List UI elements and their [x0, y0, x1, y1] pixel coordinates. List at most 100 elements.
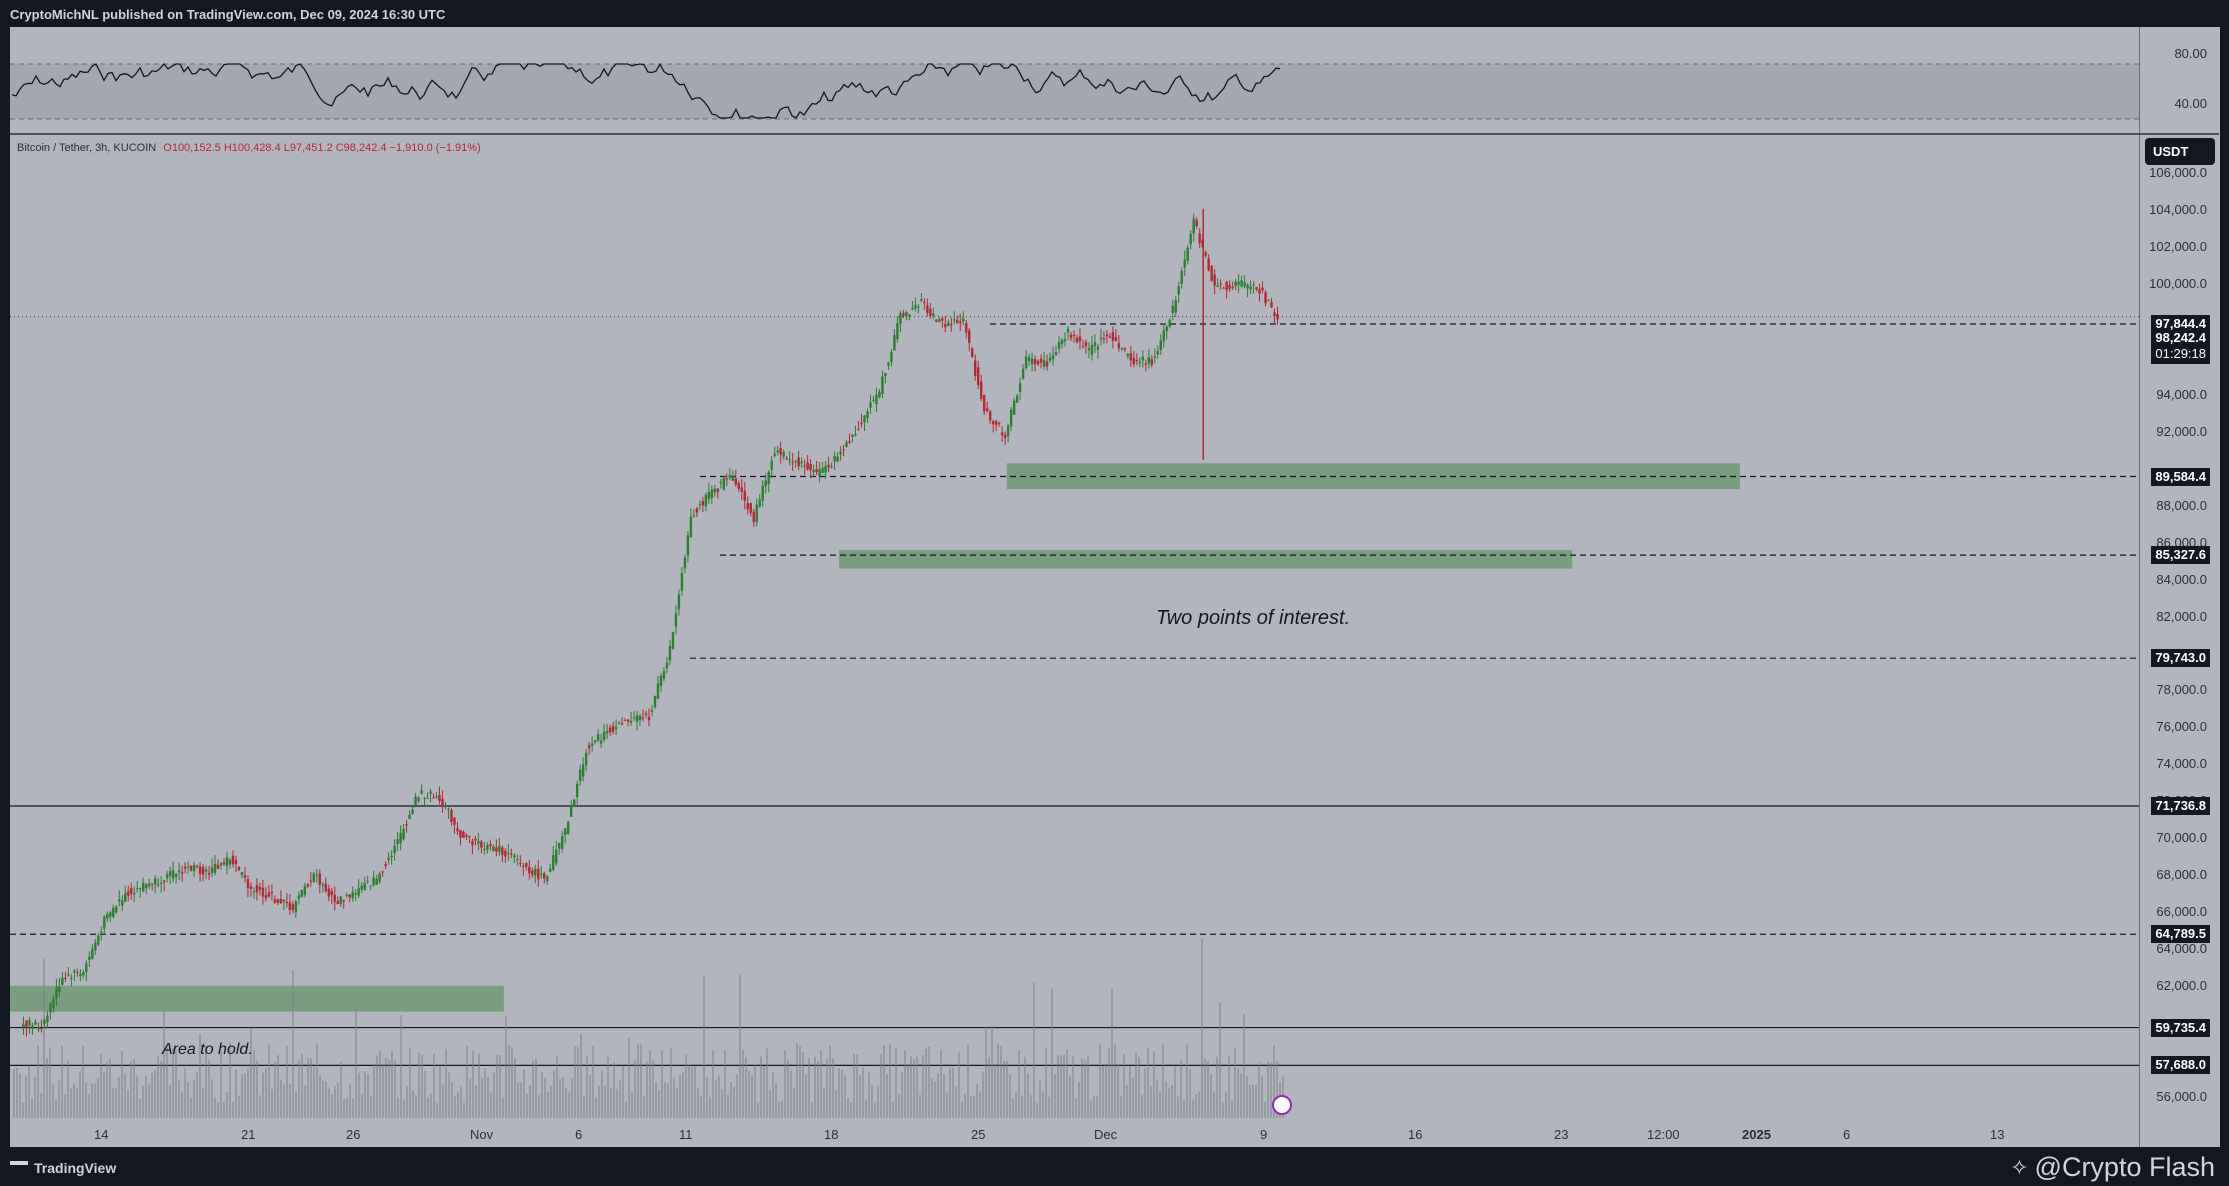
candle-body [1045, 361, 1049, 367]
candle-body [1258, 289, 1261, 294]
publish-header: CryptoMichNL published on TradingView.co… [0, 0, 2229, 28]
candle-body [1096, 346, 1100, 350]
date-tick: 23 [1554, 1127, 1569, 1142]
candle-body [578, 769, 582, 781]
candle-body [273, 899, 277, 903]
candle-body [1111, 331, 1115, 341]
candle-body [1150, 358, 1154, 365]
candle-body [357, 888, 360, 896]
candle-body [171, 870, 175, 879]
candle-body [985, 408, 989, 412]
candle-body [540, 873, 543, 875]
candle-body [1024, 356, 1028, 369]
candle-body [605, 730, 609, 734]
candle-body [88, 956, 91, 960]
candle-body [133, 892, 136, 895]
candle-body [522, 866, 525, 868]
candle-body [453, 817, 456, 825]
chart-pane[interactable] [10, 27, 2139, 1147]
candle-body [803, 465, 806, 467]
candle-body [375, 878, 378, 885]
candle-body [127, 891, 130, 896]
candle-body [884, 372, 887, 377]
date-tick: 16 [1408, 1127, 1423, 1142]
candle-body [833, 456, 836, 462]
candle-body [279, 898, 283, 903]
candle-body [692, 515, 696, 517]
candle-body [593, 740, 597, 743]
candle-body [534, 868, 537, 876]
candle-body [1084, 342, 1088, 347]
candle-body [710, 489, 714, 499]
candle-body [1018, 383, 1022, 392]
currency-button[interactable]: USDT [2145, 138, 2215, 165]
candle-body [569, 804, 573, 817]
candle-body [240, 872, 244, 875]
candle-body [734, 478, 737, 485]
candle-body [1120, 347, 1124, 349]
candle-body [498, 845, 501, 853]
candle-body [869, 402, 872, 408]
candle-body [602, 731, 606, 740]
candle-body [216, 864, 220, 869]
candle-body [782, 451, 785, 457]
candle-body [1138, 362, 1142, 364]
candle-body [174, 873, 178, 878]
candle-body [378, 873, 381, 882]
candle-body [264, 895, 268, 899]
candle-body [543, 873, 546, 879]
candle-body [258, 887, 262, 890]
candle-body [399, 833, 402, 844]
candle-body [537, 868, 540, 880]
price-tick: 102,000.0 [2149, 239, 2207, 255]
candle-body [390, 855, 393, 858]
candle-body [336, 900, 339, 904]
candle-body [770, 460, 773, 470]
symbol-name[interactable]: Bitcoin / Tether, 3h, KUCOIN [17, 142, 157, 154]
candle-body [94, 942, 97, 951]
price-tick: 68,000.0 [2156, 867, 2207, 882]
candle-body [1039, 358, 1043, 363]
candle-body [635, 715, 639, 722]
candle-body [1162, 330, 1165, 342]
candle-body [441, 798, 444, 807]
date-tick: 14 [94, 1127, 109, 1142]
publish-info: CryptoMichNL published on TradingView.co… [10, 7, 446, 22]
candle-body [297, 895, 301, 899]
candle-body [629, 720, 633, 723]
candle-body [608, 727, 612, 733]
tradingview-logo[interactable]: TradingView [10, 1160, 116, 1176]
price-tick: 94,000.0 [2156, 387, 2207, 402]
candle-body [210, 867, 214, 873]
candle-body [899, 313, 902, 324]
price-axis[interactable] [2139, 27, 2220, 1147]
candle-body [168, 871, 172, 877]
candle-body [941, 318, 944, 321]
candle-body [698, 504, 702, 506]
candle-body [360, 885, 363, 890]
date-tick: 18 [824, 1127, 839, 1142]
candle-body [836, 456, 839, 462]
price-tick: 100,000.0 [2149, 276, 2207, 292]
candle-body [857, 429, 860, 431]
candle-body [156, 884, 160, 886]
candle-body [177, 870, 181, 873]
candle-body [1219, 283, 1222, 285]
candle-body [282, 899, 286, 902]
candle-body [396, 839, 399, 845]
zone-2 [10, 985, 504, 1012]
candle-body [893, 335, 896, 351]
candle-body [1210, 265, 1213, 281]
candle-body [468, 835, 471, 837]
candle-body [863, 415, 866, 423]
candle-body [207, 873, 211, 875]
candle-body [956, 319, 959, 324]
candle-body [686, 535, 690, 556]
candle-body [1159, 340, 1162, 351]
candle-body [988, 411, 992, 421]
candle-body [953, 319, 956, 321]
candle-body [450, 810, 453, 822]
level-label: 97,844.4 [2151, 315, 2210, 334]
price-tick: 62,000.0 [2156, 977, 2207, 993]
